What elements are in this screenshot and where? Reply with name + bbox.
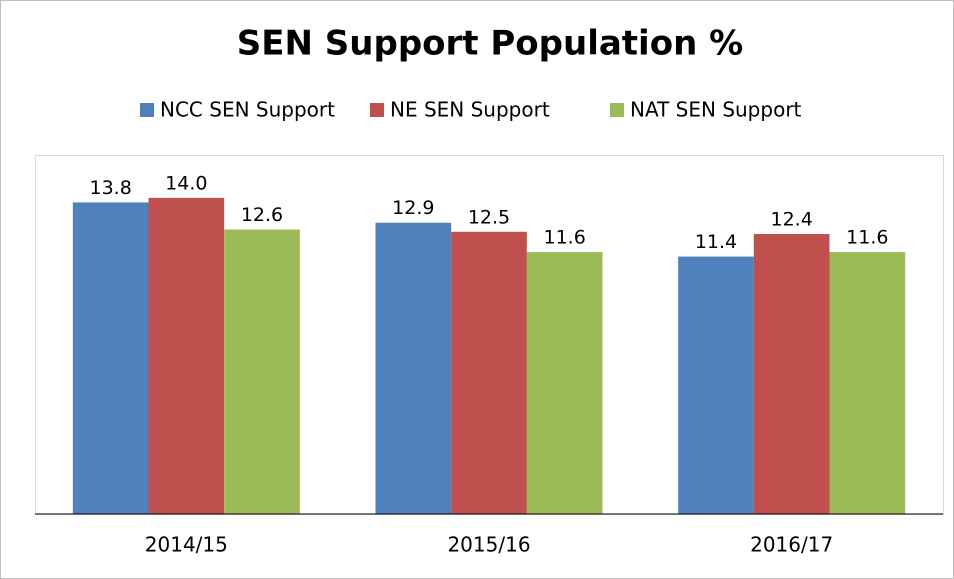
x-tick-label: 2014/15 [145,533,228,557]
value-label: 11.6 [846,227,888,249]
chart-title: SEN Support Population % [237,24,743,64]
x-tick-label: 2016/17 [750,533,833,557]
bar [224,229,300,514]
value-label: 11.4 [695,231,737,253]
value-label: 11.6 [544,227,586,249]
value-label: 12.6 [241,204,283,226]
bar [72,202,149,514]
bar [678,256,754,514]
legend-label: NE SEN Support [390,98,550,122]
value-label: 13.8 [90,177,132,199]
bar [451,231,527,515]
bar [829,252,906,514]
bar [375,222,452,515]
value-label: 12.9 [392,197,434,219]
legend-swatch [140,103,154,117]
legend-swatch [370,103,384,117]
value-label: 12.5 [468,206,510,228]
legend-label: NAT SEN Support [630,98,802,122]
legend-label: NCC SEN Support [160,98,335,122]
legend-swatch [610,103,624,117]
bar [526,252,603,514]
x-tick-label: 2015/16 [447,533,530,557]
value-label: 14.0 [165,172,207,194]
bar [753,234,830,515]
value-label: 12.4 [771,209,813,231]
bar [148,197,225,515]
